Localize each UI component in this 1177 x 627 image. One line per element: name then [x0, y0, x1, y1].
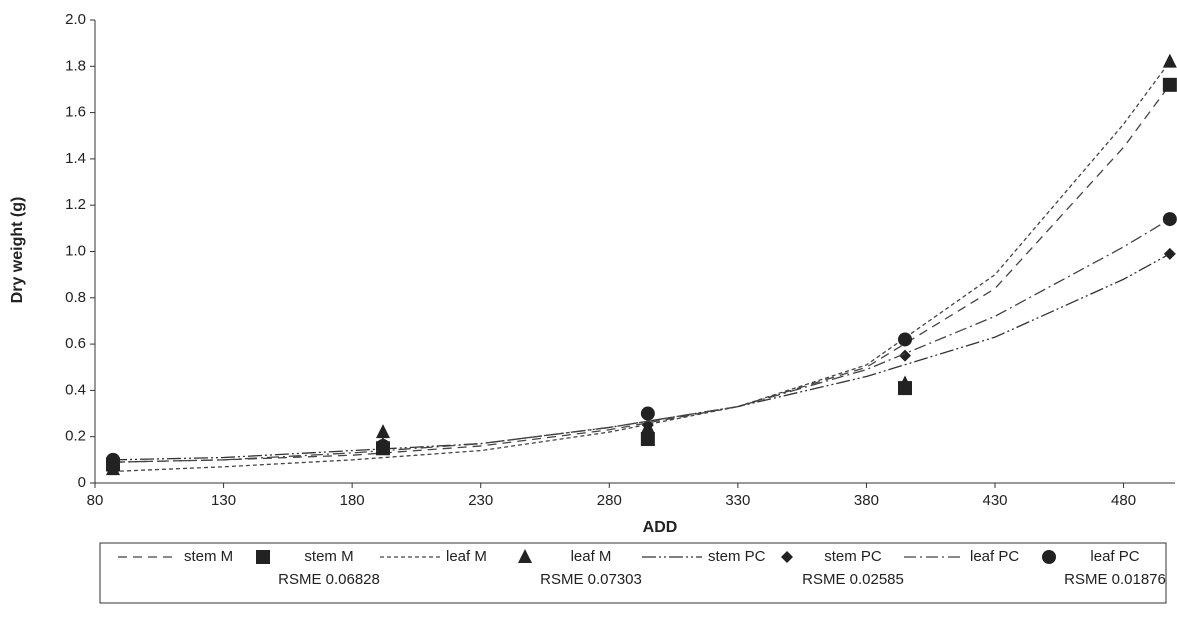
legend-rsme: RSME 0.06828 — [278, 571, 380, 588]
legend-swatch — [256, 550, 270, 564]
y-tick-label: 1.0 — [65, 242, 86, 259]
fit-line — [112, 84, 1171, 463]
y-tick-label: 0.6 — [65, 335, 86, 352]
x-tick-label: 280 — [597, 492, 622, 509]
marker — [1163, 247, 1176, 260]
y-tick-label: 0.8 — [65, 289, 86, 306]
marker — [376, 424, 390, 439]
fit-line — [112, 218, 1171, 463]
legend-label: leaf PC — [1090, 548, 1139, 565]
y-tick-label: 1.8 — [65, 57, 86, 74]
legend-swatch — [1042, 550, 1056, 564]
legend-label: stem M — [304, 548, 353, 565]
x-tick-label: 180 — [340, 492, 365, 509]
x-tick-label: 230 — [468, 492, 493, 509]
marker — [1162, 77, 1177, 92]
legend-label: stem PC — [708, 548, 766, 565]
legend-label: stem PC — [824, 548, 882, 565]
legend-label: leaf PC — [970, 548, 1019, 565]
legend-swatch — [518, 549, 532, 563]
y-tick-label: 1.6 — [65, 104, 86, 121]
y-axis-title: Dry weight (g) — [9, 197, 26, 304]
marker — [106, 452, 120, 467]
marker — [376, 438, 390, 453]
y-tick-label: 0 — [78, 474, 86, 491]
x-axis-title: ADD — [643, 519, 678, 536]
y-tick-label: 0.4 — [65, 381, 86, 398]
marker — [1162, 212, 1177, 227]
marker — [899, 349, 911, 362]
legend-rsme: RSME 0.01876 — [1064, 571, 1166, 588]
fit-line — [112, 61, 1171, 473]
marker — [640, 406, 655, 421]
x-tick-label: 430 — [982, 492, 1007, 509]
y-tick-label: 0.2 — [65, 428, 86, 445]
legend-label: leaf M — [446, 548, 487, 565]
legend-rsme: RSME 0.07303 — [540, 571, 642, 588]
marker — [1162, 53, 1177, 68]
x-tick-label: 330 — [725, 492, 750, 509]
x-tick-label: 80 — [87, 492, 104, 509]
marker — [898, 332, 912, 347]
y-tick-label: 1.2 — [65, 196, 86, 213]
x-tick-label: 380 — [854, 492, 879, 509]
legend-swatch — [781, 551, 793, 563]
marker — [640, 432, 655, 447]
legend-label: stem M — [184, 548, 233, 565]
legend-label: leaf M — [571, 548, 612, 565]
y-tick-label: 1.4 — [65, 150, 86, 167]
legend-box — [99, 542, 1167, 604]
marker — [898, 375, 912, 390]
x-tick-label: 480 — [1111, 492, 1136, 509]
y-tick-label: 2.0 — [65, 11, 86, 28]
fit-line — [112, 253, 1171, 461]
legend-rsme: RSME 0.02585 — [802, 571, 904, 588]
x-tick-label: 130 — [211, 492, 236, 509]
